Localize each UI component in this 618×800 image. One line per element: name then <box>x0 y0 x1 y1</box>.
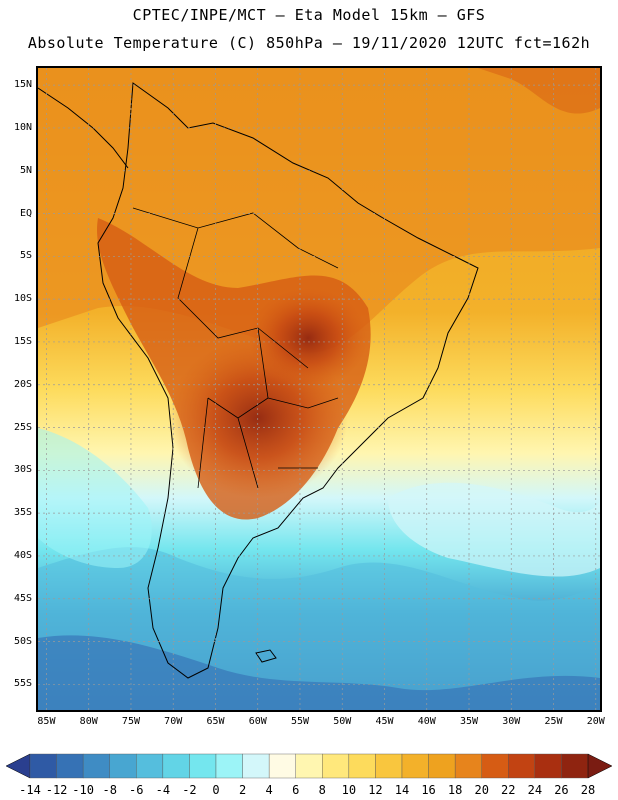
lon-label: 40W <box>417 716 436 727</box>
lon-label: 20W <box>586 716 605 727</box>
colorbar-swatch <box>136 753 164 779</box>
lat-label: EQ <box>19 207 32 219</box>
lon-label: 70W <box>164 716 183 727</box>
colorbar-swatch <box>268 753 296 779</box>
colorbar-label: 24 <box>527 783 543 797</box>
lat-label: 15S <box>13 335 32 347</box>
lon-label: 80W <box>79 716 98 727</box>
map-canvas <box>38 68 600 710</box>
colorbar-swatch <box>29 753 57 779</box>
lat-label: 40S <box>13 549 32 561</box>
colorbar-swatch <box>481 753 509 779</box>
colorbar-label: -12 <box>45 783 68 797</box>
colorbar-swatch <box>534 753 562 779</box>
lat-label: 10N <box>13 121 32 133</box>
falkland-islands <box>255 649 277 663</box>
lat-label: 15N <box>13 79 32 91</box>
colorbar-swatch <box>295 753 323 779</box>
colorbar-swatch <box>242 753 270 779</box>
colorbar-swatch <box>109 753 137 779</box>
lat-label: 45S <box>13 592 32 604</box>
colorbar-label: 10 <box>341 783 357 797</box>
colorbar-swatch <box>322 753 350 779</box>
colorbar <box>5 753 613 779</box>
colorbar-label: 22 <box>501 783 516 797</box>
colorbar-label: -14 <box>19 783 41 797</box>
colorbar-label: 12 <box>368 783 383 797</box>
lon-label: 60W <box>248 716 267 727</box>
country-borders <box>132 207 339 489</box>
colorbar-label: -4 <box>155 783 171 797</box>
colorbar-label: 8 <box>318 783 326 797</box>
colorbar-swatch <box>401 753 429 779</box>
colorbar-label: -2 <box>182 783 197 797</box>
lat-label: 55S <box>13 678 32 690</box>
colorbar-swatch <box>454 753 482 779</box>
lat-label: 50S <box>13 635 32 647</box>
cold-zone-deep <box>38 635 600 710</box>
cool-zone-west <box>38 428 152 568</box>
colorbar-label: 18 <box>447 783 463 797</box>
lon-label: 75W <box>121 716 140 727</box>
lat-label: 30S <box>13 464 32 476</box>
colorbar-swatch <box>215 753 243 779</box>
lon-label: 85W <box>37 716 56 727</box>
lat-lon-grid <box>38 68 600 710</box>
colorbar-swatch <box>189 753 217 779</box>
title-line-2: Absolute Temperature (C) 850hPa — 19/11/… <box>27 34 591 52</box>
colorbar-swatch <box>428 753 456 779</box>
colorbar-label: 26 <box>554 783 569 797</box>
colorbar-swatch <box>508 753 536 779</box>
lat-label: 5S <box>19 250 32 262</box>
colorbar-label: -10 <box>72 783 94 797</box>
colorbar-label: 6 <box>292 783 300 797</box>
colorbar-label: 0 <box>212 783 220 797</box>
colorbar-label: 14 <box>394 783 410 797</box>
lon-label: 65W <box>206 716 225 727</box>
colorbar-arrow-right <box>587 753 613 779</box>
cool-zone-atlantic <box>388 482 600 577</box>
warm-zone-atlantic <box>478 68 600 114</box>
temperature-map <box>36 66 602 712</box>
lat-label: 25S <box>13 421 32 433</box>
colorbar-swatch <box>56 753 84 779</box>
colorbar-label: 16 <box>421 783 436 797</box>
colorbar-label: -6 <box>129 783 144 797</box>
lon-label: 30W <box>502 716 521 727</box>
south-america-coastline <box>97 82 479 679</box>
lat-label: 10S <box>13 293 32 305</box>
colorbar-swatch <box>162 753 190 779</box>
lon-label: 35W <box>459 716 479 727</box>
colorbar-label: 28 <box>580 783 596 797</box>
lon-label: 50W <box>333 716 352 727</box>
title-line-1: CPTEC/INPE/MCT — Eta Model 15km — GFS <box>132 6 486 24</box>
colorbar-arrow-left <box>5 753 31 779</box>
colorbar-swatch <box>82 753 110 779</box>
lon-label: 55W <box>290 716 310 727</box>
colorbar-swatch <box>348 753 376 779</box>
hot-core-brazil <box>248 288 368 388</box>
colorbar-label: 2 <box>238 783 247 797</box>
lat-label: 5N <box>19 164 32 176</box>
lon-label: 45W <box>375 716 394 727</box>
lat-label: 20S <box>13 378 32 390</box>
colorbar-label: 4 <box>265 783 273 797</box>
lat-label: 35S <box>13 507 32 519</box>
colorbar-swatch <box>561 753 589 779</box>
colorbar-label: 20 <box>474 783 489 797</box>
colorbar-swatch <box>375 753 403 779</box>
colorbar-label: -8 <box>102 783 117 797</box>
lon-label: 25W <box>544 716 563 727</box>
